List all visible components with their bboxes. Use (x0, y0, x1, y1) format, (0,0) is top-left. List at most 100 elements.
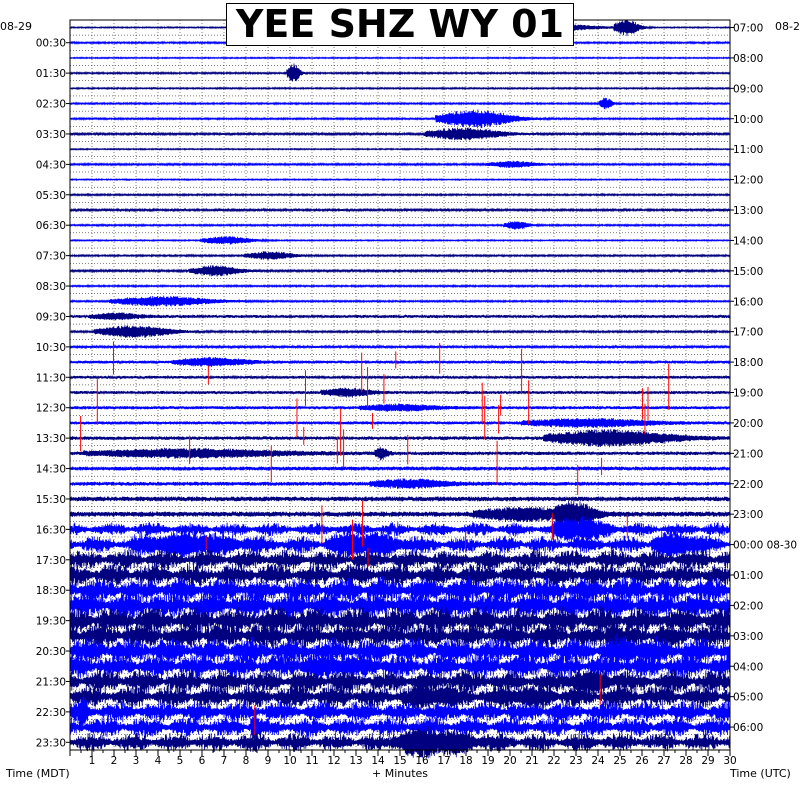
left-tick-label: 18:30 (36, 585, 66, 597)
left-tick-label: 07:30 (36, 251, 66, 263)
x-tick-label: 5 (177, 755, 184, 767)
right-tick-label: 07:00 (733, 23, 763, 35)
x-tick-label: 9 (265, 755, 272, 767)
seismic-trace (69, 496, 731, 502)
left-tick-label: 20:30 (36, 646, 66, 658)
seismic-trace (69, 387, 731, 398)
x-tick-label: 10 (283, 755, 296, 767)
seismic-trace (69, 374, 731, 380)
seismic-trace (69, 109, 731, 129)
right-axis-label: Time (UTC) (730, 767, 791, 780)
seismic-trace (69, 192, 731, 198)
x-tick-label: 1 (89, 755, 96, 767)
x-tick-label: 15 (393, 755, 406, 767)
seismic-trace (69, 325, 731, 338)
seismic-trace (69, 681, 731, 712)
seismic-trace (69, 127, 731, 141)
seismic-trace (69, 265, 731, 277)
x-tick-label: 20 (503, 755, 516, 767)
right-tick-label: 10:00 (733, 114, 763, 126)
seismic-trace (69, 515, 731, 543)
x-tick-label: 25 (613, 755, 626, 767)
date-right-label: 08-2 (775, 20, 800, 33)
left-tick-label: 00:30 (36, 38, 66, 50)
seismic-trace (69, 56, 731, 60)
left-tick-label: 09:30 (36, 311, 66, 323)
x-tick-label: 12 (327, 755, 340, 767)
right-tick-label: 04:00 (733, 661, 763, 673)
x-tick-label: 26 (635, 755, 649, 767)
right-tick-label: 19:00 (733, 388, 763, 400)
seismic-trace (69, 478, 731, 490)
x-tick-label: 23 (569, 755, 582, 767)
left-tick-label: 23:30 (36, 737, 66, 749)
left-tick-label: 10:30 (36, 342, 66, 354)
seismic-trace (69, 529, 731, 559)
x-tick-label: 4 (155, 755, 162, 767)
right-tick-label: 01:00 (733, 570, 763, 582)
left-tick-label: 16:30 (36, 524, 66, 536)
left-tick-label: 22:30 (36, 707, 66, 719)
clip-layer (80, 341, 670, 736)
right-tick-label: 08:00 (733, 53, 763, 65)
right-tick-label: 00:00 08-30 (733, 540, 797, 552)
seismic-trace (69, 344, 731, 350)
right-tick-label: 05:00 (733, 692, 763, 704)
x-axis-ticks: 1 2 3 4 5 6 7 8 9 10 11 12 13 14 15 16 17 18 19 20 21 22 23 24 2… (69, 750, 737, 767)
seismic-trace (69, 466, 731, 471)
right-tick-label: 03:00 (733, 631, 763, 643)
seismic-trace (69, 283, 731, 289)
seismic-trace (69, 312, 731, 321)
seismic-trace (69, 160, 731, 168)
right-tick-label: 12:00 (733, 175, 763, 187)
left-tick-label: 01:30 (36, 68, 66, 80)
seismic-trace (69, 417, 731, 428)
right-tick-label: 02:00 (733, 600, 763, 612)
x-tick-label: 28 (679, 755, 692, 767)
seismic-trace (69, 446, 731, 461)
left-tick-label: 21:30 (36, 676, 66, 688)
right-tick-label: 22:00 (733, 479, 763, 491)
left-tick-label: 08:30 (36, 281, 66, 293)
x-tick-label: 24 (591, 755, 605, 767)
chart-title: YEE SHZ WY 01 (226, 3, 574, 46)
seismic-trace (69, 711, 731, 743)
seismic-trace (69, 177, 731, 182)
seismic-trace (69, 403, 731, 412)
x-tick-label: 27 (657, 755, 670, 767)
left-tick-label: 13:30 (36, 433, 66, 445)
x-tick-label: 13 (349, 755, 362, 767)
left-tick-label: 03:30 (36, 129, 66, 141)
x-tick-label: 17 (437, 755, 450, 767)
trace-layer (69, 19, 731, 759)
x-tick-label: 21 (525, 755, 538, 767)
right-tick-label: 13:00 (733, 205, 763, 217)
left-tick-label: 17:30 (36, 555, 66, 567)
seismic-trace (69, 251, 731, 261)
seismic-trace (69, 295, 731, 307)
right-tick-label: 15:00 (733, 266, 763, 278)
right-tick-label: 17:00 (733, 327, 763, 339)
left-tick-label: 19:30 (36, 616, 66, 628)
left-tick-label: 14:30 (36, 464, 66, 476)
left-tick-label: 05:30 (36, 190, 66, 202)
left-tick-label: 06:30 (36, 220, 66, 232)
seismic-trace (69, 726, 731, 759)
right-axis-ticks: 07:00 08:00 09:00 10:00 11:00 12:00 13:00 14:00… (730, 23, 797, 734)
right-tick-label: 20:00 (733, 418, 763, 430)
seismic-trace (69, 235, 731, 245)
left-tick-label: 02:30 (36, 99, 66, 111)
right-tick-label: 09:00 (733, 83, 763, 95)
date-left-label: 08-29 (0, 20, 32, 33)
seismic-trace (69, 86, 731, 91)
x-tick-label: 8 (243, 755, 250, 767)
left-tick-label: 04:30 (36, 159, 66, 171)
x-tick-label: 3 (133, 755, 140, 767)
x-tick-label: 29 (701, 755, 714, 767)
x-tick-label: 22 (547, 755, 560, 767)
seismic-trace (69, 221, 731, 230)
seismic-trace (69, 500, 731, 529)
seismic-trace (69, 633, 731, 669)
x-tick-label: 11 (305, 755, 318, 767)
